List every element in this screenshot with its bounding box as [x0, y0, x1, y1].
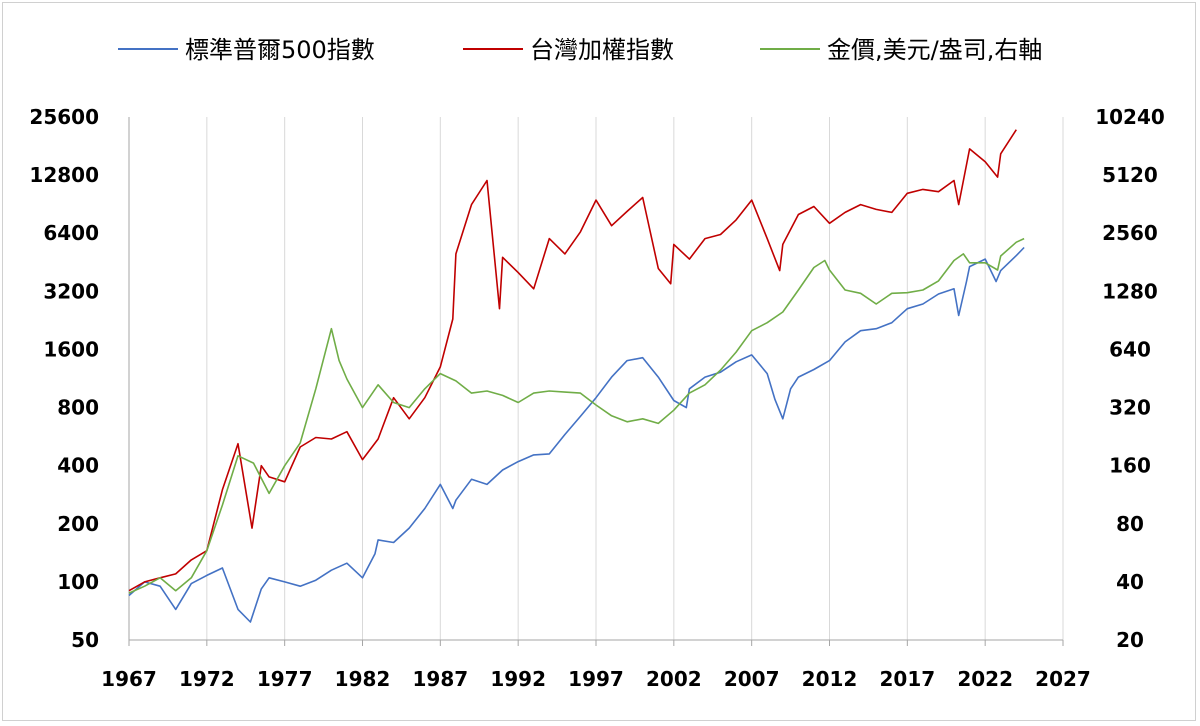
y-left-tick-label-800: 800 — [57, 396, 99, 420]
y-left-tick-label-6400: 6400 — [43, 221, 99, 245]
x-tick-label-1982: 1982 — [335, 667, 391, 691]
series-line-taiex — [128, 129, 1017, 592]
y-left-tick-label-100: 100 — [57, 570, 99, 594]
chart-svg: 1967 1972 1977 1982 1987 1992 1997 2002 2007 2012… — [29, 36, 1164, 691]
gridlines — [206, 117, 1064, 640]
y-right-tick-label-160: 160 — [1109, 454, 1151, 478]
legend-item-taiex: 台灣加權指數 — [463, 36, 674, 64]
y-left-tick-label-50: 50 — [71, 628, 99, 652]
y-left-tick-label-200: 200 — [57, 512, 99, 536]
y-right-tick-label-640: 640 — [1109, 337, 1151, 361]
y-left-tick-label-400: 400 — [57, 454, 99, 478]
series-line-gold — [128, 237, 1025, 594]
series-layer — [128, 129, 1025, 623]
y-left-tick-label-12800: 12800 — [29, 163, 99, 187]
legend-label-taiex: 台灣加權指數 — [530, 36, 674, 64]
y-left-tick-label-3200: 3200 — [43, 279, 99, 303]
y-right-tick-label-40: 40 — [1116, 570, 1144, 594]
legend-item-sp500: 標準普爾500指數 — [118, 36, 375, 64]
x-tick-label-2007: 2007 — [724, 667, 780, 691]
y-right-tick-label-320: 320 — [1109, 396, 1151, 420]
x-tick-label-1987: 1987 — [412, 667, 468, 691]
x-tick-label-2002: 2002 — [646, 667, 702, 691]
y-right-tick-label-1280: 1280 — [1102, 279, 1158, 303]
x-tick-label-2017: 2017 — [879, 667, 935, 691]
series-line-sp500 — [128, 246, 1025, 623]
y-right-tick-label-2560: 2560 — [1102, 221, 1158, 245]
x-tick-label-1967: 1967 — [101, 667, 157, 691]
legend-label-gold: 金價,美元/盎司,右軸 — [827, 36, 1042, 64]
y-left-tick-label-25600: 25600 — [29, 105, 99, 129]
x-tick-label-2027: 2027 — [1035, 667, 1091, 691]
y-right-tick-label-10240: 10240 — [1095, 105, 1165, 129]
y-right-tick-label-80: 80 — [1116, 512, 1144, 536]
legend: 標準普爾500指數 台灣加權指數 金價,美元/盎司,右軸 — [118, 36, 1042, 64]
x-tick-label-2022: 2022 — [957, 667, 1013, 691]
legend-label-sp500: 標準普爾500指數 — [185, 36, 375, 64]
x-tick-label-1997: 1997 — [568, 667, 624, 691]
y-left-tick-label-1600: 1600 — [43, 337, 99, 361]
x-tick-label-1992: 1992 — [490, 667, 546, 691]
y-right-tick-label-20: 20 — [1116, 628, 1144, 652]
x-tick-label-2012: 2012 — [802, 667, 858, 691]
axes: 1967 1972 1977 1982 1987 1992 1997 2002 2007 2012… — [29, 105, 1164, 691]
x-tick-label-1972: 1972 — [179, 667, 235, 691]
legend-item-gold: 金價,美元/盎司,右軸 — [760, 36, 1042, 64]
y-right-tick-label-5120: 5120 — [1102, 163, 1158, 187]
x-tick-label-1977: 1977 — [257, 667, 313, 691]
